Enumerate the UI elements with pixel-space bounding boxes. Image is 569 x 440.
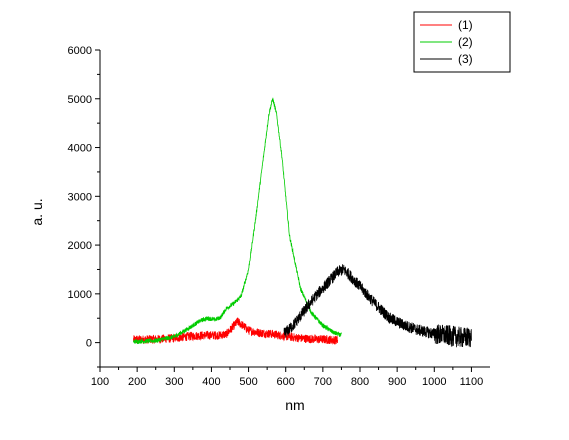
- legend-label: (1): [458, 18, 473, 32]
- x-tick-label: 1100: [460, 376, 484, 388]
- legend: (1) (2) (3): [413, 11, 511, 73]
- x-tick-label: 500: [239, 376, 257, 388]
- x-tick-label: 700: [314, 376, 332, 388]
- x-tick-label: 1000: [422, 376, 446, 388]
- x-ticks: 100 200 300 400 500 600 700 800 900 1000 1100: [91, 367, 483, 388]
- plot-area: 100 200 300 400 500 600 700 800 900 1000 1100 0 100…: [68, 45, 490, 388]
- y-tick-label: 4000: [68, 143, 92, 155]
- y-tick-label: 0: [86, 338, 92, 350]
- x-tick-label: 900: [388, 376, 406, 388]
- x-axis-title: nm: [285, 397, 304, 413]
- y-tick-label: 2000: [68, 240, 92, 252]
- series-line: [133, 317, 339, 345]
- legend-label: (3): [458, 52, 473, 66]
- series-line: [133, 97, 342, 345]
- y-tick-label: 6000: [68, 45, 92, 57]
- y-axis-title: a. u.: [29, 198, 45, 225]
- y-ticks: 0 1000 2000 3000 4000 5000 6000: [68, 45, 100, 368]
- x-tick-label: 300: [165, 376, 183, 388]
- legend-label: (2): [458, 35, 473, 49]
- x-tick-label: 400: [202, 376, 220, 388]
- x-tick-label: 100: [91, 376, 109, 388]
- y-tick-label: 1000: [68, 289, 92, 301]
- y-tick-label: 3000: [68, 191, 92, 203]
- x-tick-label: 600: [277, 376, 295, 388]
- series-layer: [133, 97, 472, 348]
- y-tick-label: 5000: [68, 94, 92, 106]
- legend-items: (1) (2) (3): [420, 18, 473, 66]
- series-line: [283, 264, 472, 348]
- x-tick-label: 800: [351, 376, 369, 388]
- x-tick-label: 200: [128, 376, 146, 388]
